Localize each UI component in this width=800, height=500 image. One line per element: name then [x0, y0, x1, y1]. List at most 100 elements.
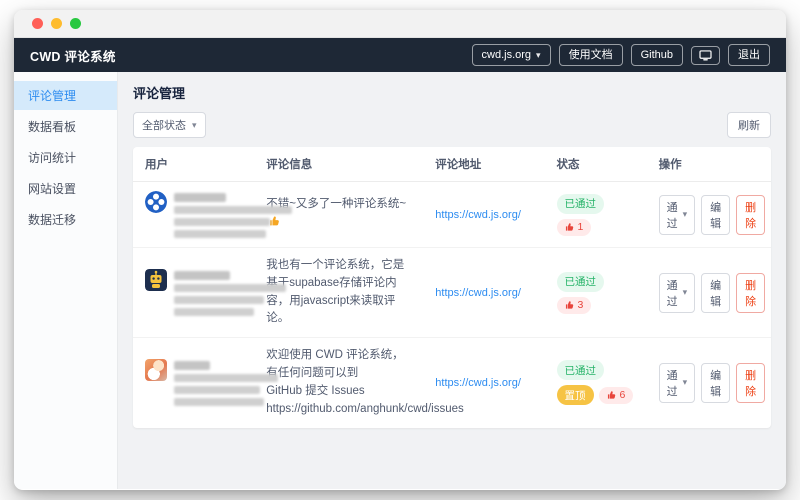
status-badges: 已通过 1	[556, 193, 635, 236]
status-filter-select[interactable]: 全部状态 ▾	[133, 112, 206, 138]
redacted-detail-line	[174, 296, 264, 305]
minimize-window-button[interactable]	[51, 18, 62, 29]
cell-actions: 通过 ▾ 编辑 删除	[646, 181, 771, 248]
row-actions: 通过 ▾ 编辑 删除	[658, 194, 766, 235]
col-header-status: 状态	[544, 147, 647, 182]
app-window: CWD 评论系统 cwd.js.org ▾ 使用文档 Github 退出 评论管…	[14, 10, 786, 490]
delete-button[interactable]: 删除	[736, 272, 766, 313]
redacted-detail-line	[174, 308, 254, 317]
site-select[interactable]: cwd.js.org ▾	[471, 44, 551, 66]
app-title: CWD 评论系统	[30, 49, 116, 64]
chevron-down-icon: ▾	[682, 377, 688, 388]
avatar	[145, 269, 167, 292]
status-pinned-badge: 置顶	[556, 385, 594, 406]
comment-text: https://github.com/anghunk/cwd/issues	[266, 402, 464, 415]
theme-toggle-button[interactable]	[691, 45, 720, 65]
comment-url-link[interactable]: https://cwd.js.org/	[435, 286, 521, 299]
github-button[interactable]: Github	[630, 44, 683, 66]
status-filter-value: 全部状态	[142, 120, 186, 132]
row-status-select[interactable]: 通过 ▾	[658, 362, 696, 403]
delete-button[interactable]: 删除	[736, 362, 766, 403]
likes-count: 3	[577, 299, 584, 312]
redacted-detail-line	[174, 398, 264, 407]
redacted-user-details	[174, 191, 292, 238]
status-approved-badge: 已通过	[556, 360, 604, 381]
docs-button[interactable]: 使用文档	[558, 44, 623, 66]
cell-user	[133, 181, 292, 248]
chevron-down-icon: ▾	[536, 50, 541, 60]
likes-badge: 3	[556, 296, 592, 314]
cell-status: 已通过置顶 6	[545, 338, 647, 428]
col-header-user: 用户	[133, 147, 255, 182]
redacted-detail-line	[174, 284, 286, 293]
sidebar: 评论管理 数据看板 访问统计 网站设置 数据迁移	[14, 72, 118, 489]
close-window-button[interactable]	[32, 18, 43, 29]
user-info	[145, 191, 292, 238]
table-row: 欢迎使用 CWD 评论系统，有任何问题可以到 GitHub 提交 Issues ht…	[133, 338, 771, 428]
edit-button[interactable]: 编辑	[701, 362, 731, 403]
titlebar	[14, 10, 786, 38]
comments-table-card: 用户 评论信息 评论地址 状态 操作 不错~又多了一种评论系统~ https://…	[133, 147, 771, 428]
navbar: CWD 评论系统 cwd.js.org ▾ 使用文档 Github 退出	[14, 38, 786, 72]
cell-user	[133, 338, 278, 428]
col-header-actions: 操作	[646, 147, 771, 182]
row-actions: 通过 ▾ 编辑 删除	[658, 272, 766, 313]
comment-text: 我也有一个评论系统，它是基于supabase存储评论内容，用javascript…	[266, 259, 405, 325]
redacted-detail-line	[174, 206, 292, 214]
status-badges: 已通过置顶 6	[556, 360, 635, 406]
comments-table: 用户 评论信息 评论地址 状态 操作 不错~又多了一种评论系统~ https://…	[133, 147, 771, 428]
sidebar-item-comment-management[interactable]: 评论管理	[14, 81, 117, 110]
chevron-down-icon: ▾	[682, 209, 688, 219]
avatar	[145, 191, 167, 213]
cell-comment: 我也有一个评论系统，它是基于supabase存储评论内容，用javascript…	[254, 247, 424, 339]
redacted-username	[174, 193, 226, 202]
redacted-detail-line	[174, 218, 270, 226]
redacted-username	[174, 361, 210, 371]
zoom-window-button[interactable]	[70, 18, 81, 29]
comment-url-link[interactable]: https://cwd.js.org/	[435, 208, 521, 221]
redacted-username	[174, 271, 230, 281]
user-info	[145, 269, 286, 317]
table-row: 我也有一个评论系统，它是基于supabase存储评论内容，用javascript…	[133, 247, 771, 339]
cell-status: 已通过 1	[544, 181, 647, 248]
row-actions: 通过 ▾ 编辑 删除	[658, 362, 766, 403]
chevron-down-icon: ▾	[192, 119, 197, 130]
row-status-select[interactable]: 通过 ▾	[658, 194, 696, 235]
cell-actions: 通过 ▾ 编辑 删除	[646, 247, 771, 339]
row-status-select-value: 通过	[666, 369, 678, 398]
redacted-detail-line	[174, 386, 260, 395]
sidebar-item-site-settings[interactable]: 网站设置	[28, 182, 77, 196]
comment-text: 不错~又多了一种评论系统~	[266, 196, 411, 234]
row-status-select-value: 通过	[666, 201, 678, 230]
cell-url: https://cwd.js.org/	[423, 247, 545, 339]
status-approved-badge: 已通过	[556, 193, 604, 214]
sidebar-item-visit-stats[interactable]: 访问统计	[28, 151, 77, 165]
delete-button[interactable]: 删除	[736, 194, 766, 235]
col-header-url: 评论地址	[423, 147, 545, 182]
row-status-select-value: 通过	[666, 279, 678, 308]
row-status-select[interactable]: 通过 ▾	[658, 272, 696, 313]
table-row: 不错~又多了一种评论系统~ https://cwd.js.org/已通过 1 通过 ▾ 编…	[133, 181, 771, 248]
likes-badge: 1	[556, 218, 592, 236]
user-info	[145, 359, 278, 407]
cell-url: https://cwd.js.org/	[423, 181, 545, 248]
refresh-button[interactable]: 刷新	[727, 112, 771, 138]
sidebar-item-data-migration[interactable]: 数据迁移	[28, 213, 77, 227]
navbar-actions: cwd.js.org ▾ 使用文档 Github 退出	[471, 44, 770, 66]
edit-button[interactable]: 编辑	[701, 272, 731, 313]
comment-text: GitHub 提交 Issues	[266, 384, 365, 397]
edit-button[interactable]: 编辑	[701, 194, 731, 235]
likes-count: 6	[619, 389, 626, 402]
logout-button[interactable]: 退出	[728, 44, 770, 66]
app-body: 评论管理 数据看板 访问统计 网站设置 数据迁移 评论管理 全部状态 ▾ 刷新	[14, 72, 786, 489]
sidebar-item-dashboard[interactable]: 数据看板	[28, 120, 77, 134]
redacted-detail-line	[174, 374, 278, 383]
comment-text: 欢迎使用 CWD 评论系统，有任何问题可以到	[266, 349, 404, 380]
redacted-detail-line	[174, 230, 266, 238]
redacted-user-details	[174, 269, 286, 317]
likes-badge: 6	[598, 386, 634, 404]
cell-actions: 通过 ▾ 编辑 删除	[647, 338, 771, 428]
cell-url: https://cwd.js.org/	[423, 338, 544, 428]
page-title: 评论管理	[133, 86, 186, 101]
comment-url-link[interactable]: https://cwd.js.org/	[435, 376, 521, 389]
